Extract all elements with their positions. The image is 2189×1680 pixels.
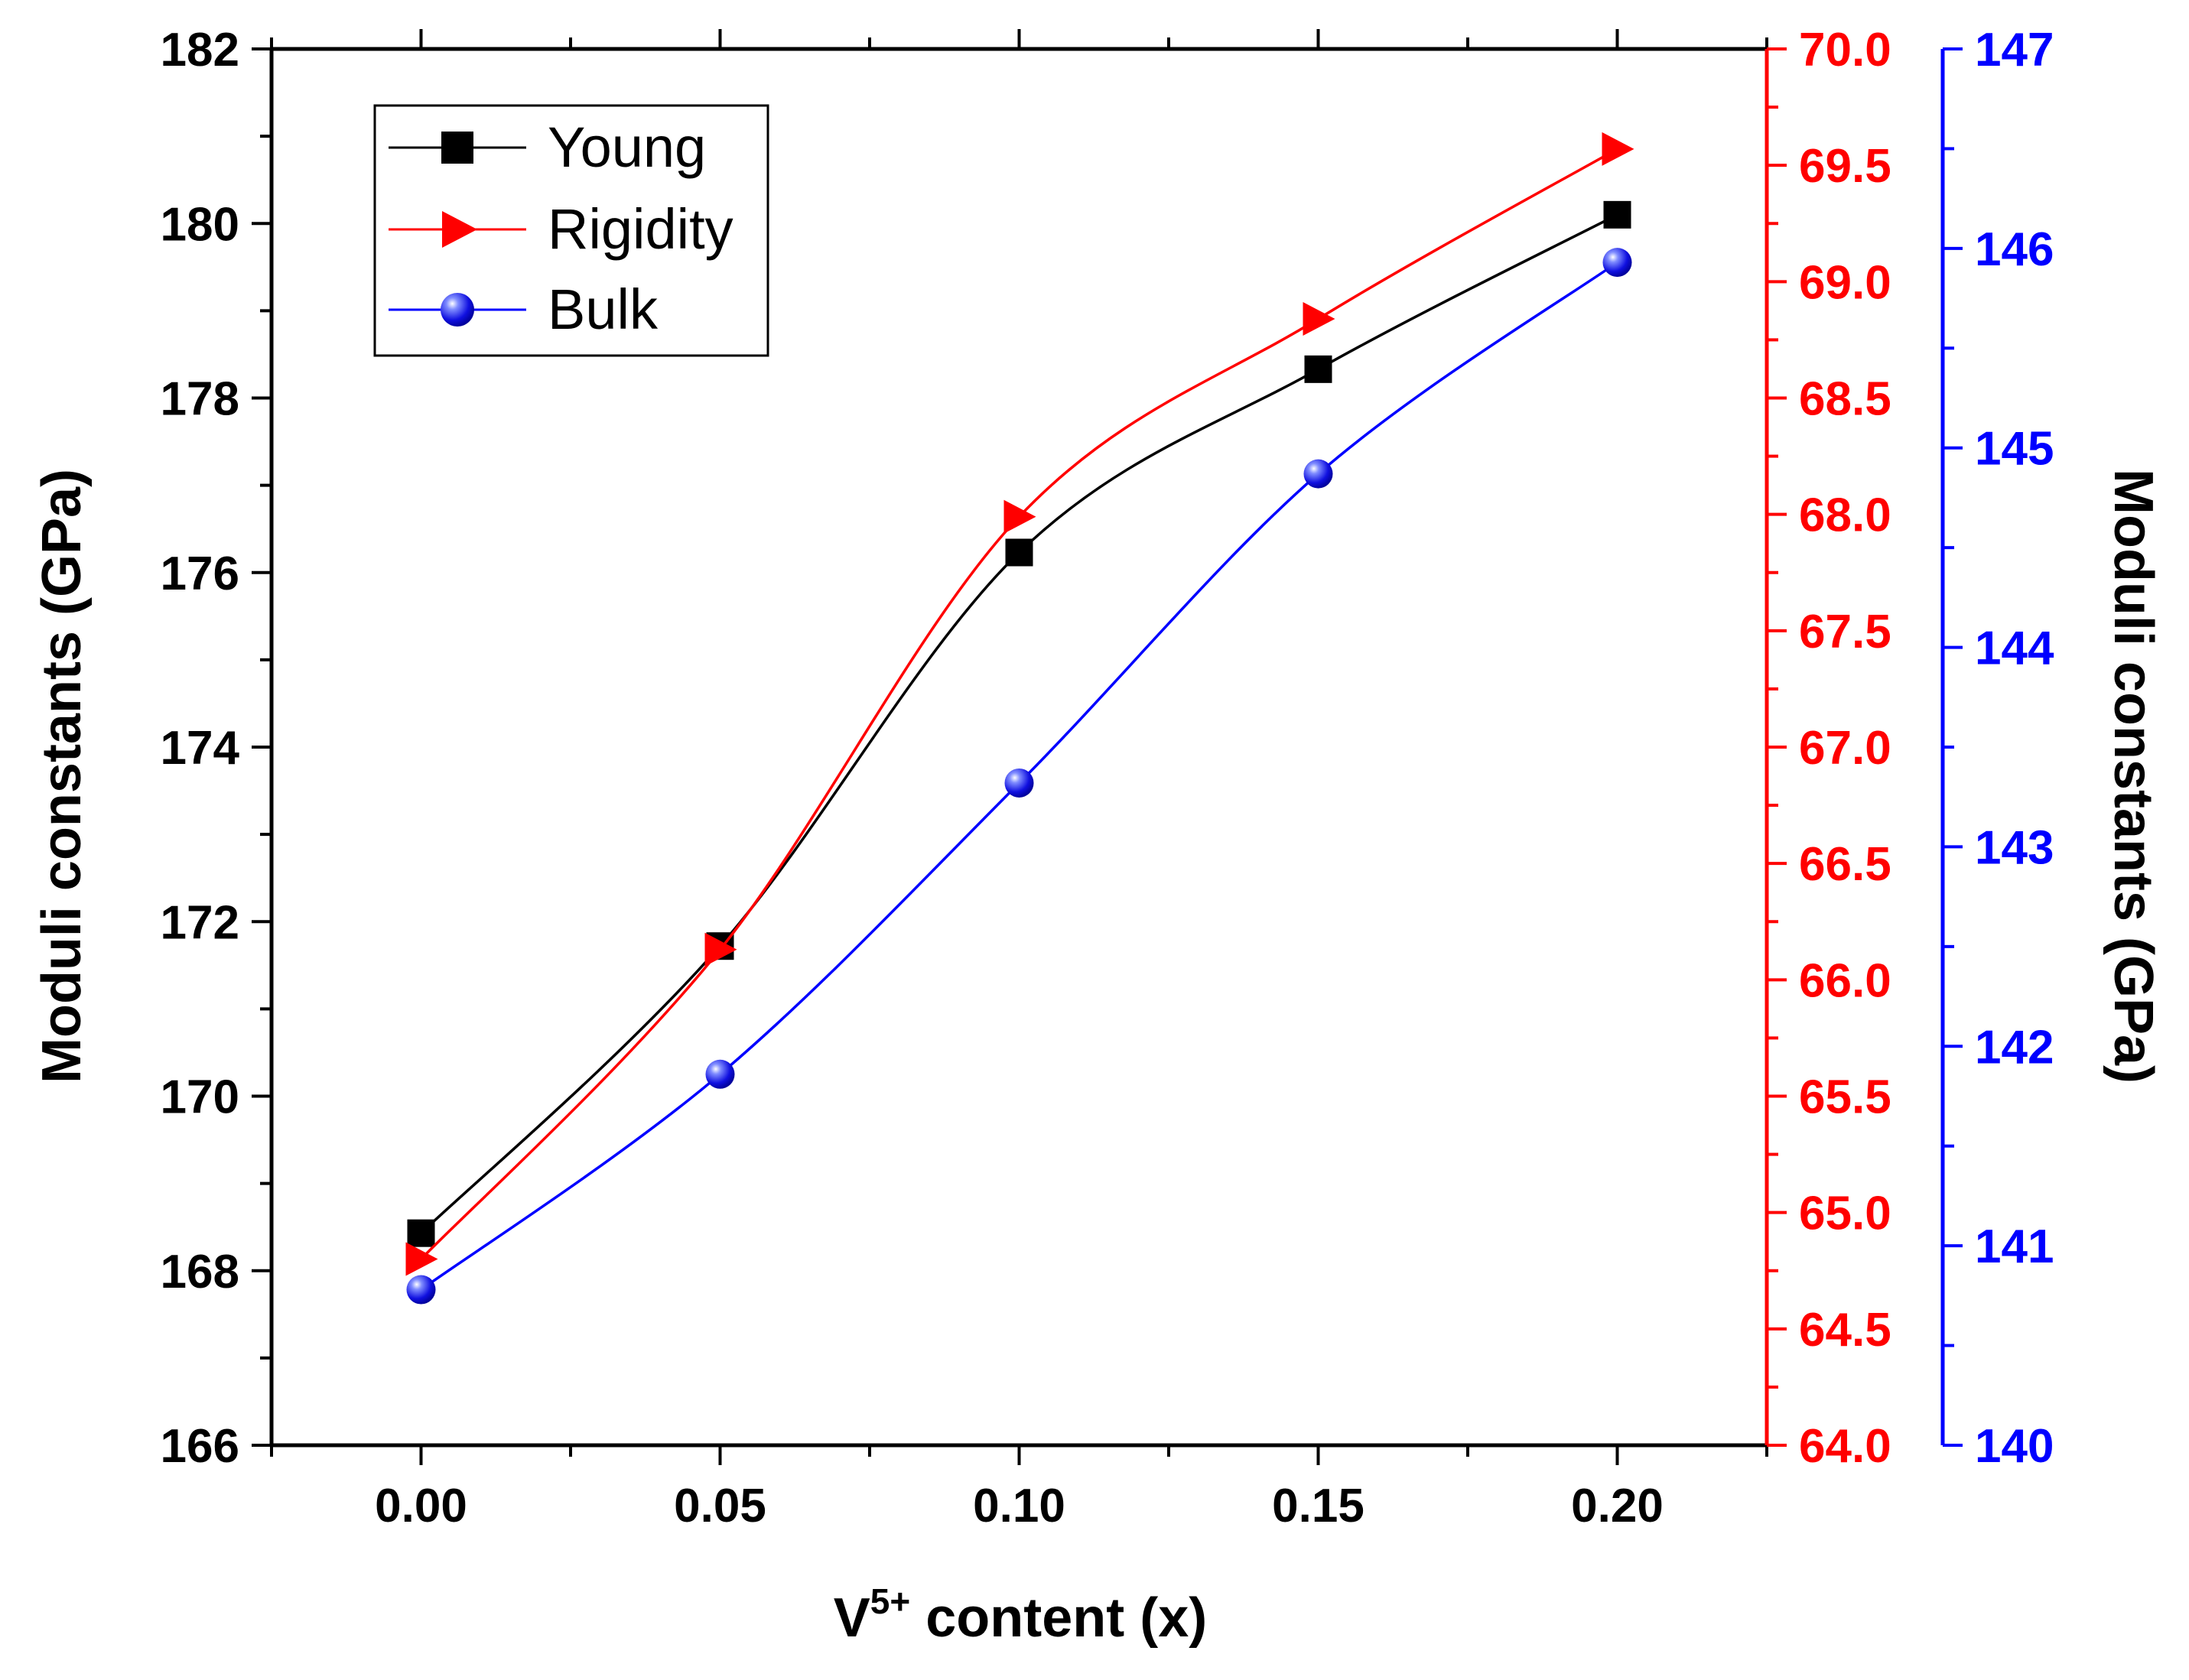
x-tick-label: 0.00 xyxy=(375,1480,467,1532)
legend-label-bulk: Bulk xyxy=(548,278,659,341)
data-point-bulk xyxy=(705,1059,735,1089)
axes: 0.00 0.05 0.10 0.15 0.20 166 168 170 172 174 176 17… xyxy=(161,24,2054,1532)
x-tick-label: 0.10 xyxy=(973,1480,1065,1532)
red-right-tick-label: 68.5 xyxy=(1799,373,1891,426)
left-tick-label: 168 xyxy=(161,1246,239,1298)
red-right-tick-label: 65.0 xyxy=(1799,1188,1891,1240)
legend-marker-bulk xyxy=(441,293,474,327)
legend-label-young: Young xyxy=(548,115,706,179)
left-tick-label: 182 xyxy=(161,24,239,76)
red-right-tick-label: 67.5 xyxy=(1799,606,1891,658)
left-axis-title: Moduli constants (GPa) xyxy=(31,469,93,1084)
left-tick-label: 172 xyxy=(161,896,239,949)
blue-right-tick-label: 141 xyxy=(1975,1220,2054,1273)
red-right-tick-label: 66.5 xyxy=(1799,838,1891,891)
data-point-rigidity xyxy=(405,1242,438,1276)
data-point-young xyxy=(1304,355,1332,383)
left-tick-label: 178 xyxy=(161,373,239,426)
left-tick-label: 176 xyxy=(161,548,239,600)
x-tick-label: 0.20 xyxy=(1571,1480,1664,1532)
red-right-tick-label: 65.5 xyxy=(1799,1071,1891,1124)
blue-right-tick-label: 143 xyxy=(1975,821,2054,874)
data-point-bulk xyxy=(1004,768,1034,798)
blue-right-tick-label: 142 xyxy=(1975,1021,2054,1074)
left-tick-label: 180 xyxy=(161,198,239,251)
data-point-rigidity xyxy=(1602,132,1634,166)
blue-right-tick-label: 144 xyxy=(1975,622,2054,675)
right-axis-title: Moduli constants (GPa) xyxy=(2103,469,2164,1084)
x-tick-label: 0.15 xyxy=(1272,1480,1364,1532)
legend-entry-bulk: Bulk xyxy=(389,278,659,341)
x-axis-title-base: V xyxy=(834,1587,870,1649)
blue-right-tick-label: 146 xyxy=(1975,223,2054,276)
legend-label-rigidity: Rigidity xyxy=(548,197,733,261)
red-right-tick-label: 67.0 xyxy=(1799,722,1891,775)
data-point-young xyxy=(1603,200,1631,229)
blue-right-tick-label: 145 xyxy=(1975,423,2054,476)
red-right-tick-label: 68.0 xyxy=(1799,489,1891,542)
legend-entry-young: Young xyxy=(389,115,706,179)
data-point-rigidity xyxy=(1003,499,1036,534)
data-point-young xyxy=(1005,538,1033,567)
red-right-tick-label: 66.0 xyxy=(1799,954,1891,1007)
red-right-tick-label: 64.5 xyxy=(1799,1304,1891,1357)
data-point-bulk xyxy=(1303,459,1333,489)
red-right-tick-label: 69.0 xyxy=(1799,256,1891,309)
blue-right-tick-label: 140 xyxy=(1975,1420,2054,1473)
x-axis-title: V5+ content (x) xyxy=(834,1581,1207,1649)
left-tick-label: 174 xyxy=(161,722,240,775)
legend-entry-rigidity: Rigidity xyxy=(389,197,733,261)
red-right-tick-label: 64.0 xyxy=(1799,1420,1891,1473)
blue-right-tick-label: 147 xyxy=(1975,24,2054,76)
legend-marker-young xyxy=(441,132,473,164)
data-point-rigidity xyxy=(704,932,737,967)
legend: Young Rigidity Bulk xyxy=(373,104,769,357)
plot-area xyxy=(405,132,1634,1305)
data-point-bulk xyxy=(406,1275,436,1305)
data-point-young xyxy=(407,1219,435,1247)
x-tick-label: 0.05 xyxy=(674,1480,766,1532)
data-point-rigidity xyxy=(1303,302,1335,336)
x-axis-title-sup: 5+ xyxy=(870,1581,910,1621)
x-axis-title-rest: content (x) xyxy=(910,1587,1207,1649)
left-tick-label: 170 xyxy=(161,1071,239,1124)
red-right-tick-label: 70.0 xyxy=(1799,24,1891,76)
legend-marker-rigidity xyxy=(442,211,477,248)
red-right-tick-label: 69.5 xyxy=(1799,140,1891,193)
left-tick-label: 166 xyxy=(161,1420,239,1473)
data-point-bulk xyxy=(1602,248,1632,278)
series-line-young xyxy=(420,213,1618,1234)
series-line-rigidity xyxy=(420,148,1618,1260)
